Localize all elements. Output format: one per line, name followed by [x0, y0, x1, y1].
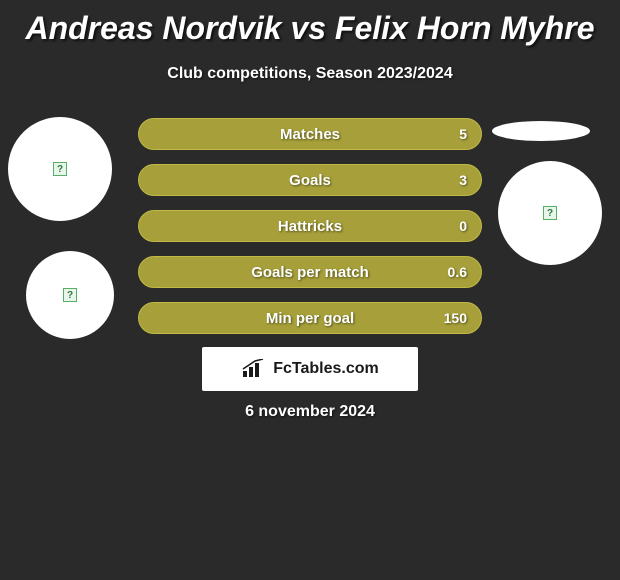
- stat-bar-goals: Goals 3: [138, 164, 482, 196]
- comparison-panel: ? ? ? Matches 5 Goals 3 Hattricks 0 Goal…: [0, 103, 620, 443]
- logo-text: FcTables.com: [273, 360, 379, 378]
- stat-value: 150: [444, 310, 467, 326]
- image-placeholder-icon: ?: [543, 206, 557, 220]
- stat-label: Goals: [289, 172, 331, 189]
- stat-value: 5: [459, 126, 467, 142]
- page-title: Andreas Nordvik vs Felix Horn Myhre: [0, 0, 620, 47]
- chart-icon: [241, 359, 267, 379]
- stat-label: Matches: [280, 126, 340, 143]
- stat-value: 0.6: [448, 264, 467, 280]
- image-placeholder-icon: ?: [53, 162, 67, 176]
- stat-bar-hattricks: Hattricks 0: [138, 210, 482, 242]
- player-avatar-left-2: ?: [26, 251, 114, 339]
- image-placeholder-icon: ?: [63, 288, 77, 302]
- page-subtitle: Club competitions, Season 2023/2024: [0, 65, 620, 83]
- player-avatar-right-oval: [492, 121, 590, 141]
- stat-value: 0: [459, 218, 467, 234]
- stat-bars: Matches 5 Goals 3 Hattricks 0 Goals per …: [138, 118, 482, 348]
- stat-bar-min-per-goal: Min per goal 150: [138, 302, 482, 334]
- report-date: 6 november 2024: [0, 403, 620, 421]
- source-logo[interactable]: FcTables.com: [202, 347, 418, 391]
- player-avatar-left-1: ?: [8, 117, 112, 221]
- stat-label: Goals per match: [251, 264, 369, 281]
- stat-bar-goals-per-match: Goals per match 0.6: [138, 256, 482, 288]
- stat-bar-matches: Matches 5: [138, 118, 482, 150]
- stat-label: Min per goal: [266, 310, 354, 327]
- stat-label: Hattricks: [278, 218, 342, 235]
- stat-value: 3: [459, 172, 467, 188]
- player-avatar-right: ?: [498, 161, 602, 265]
